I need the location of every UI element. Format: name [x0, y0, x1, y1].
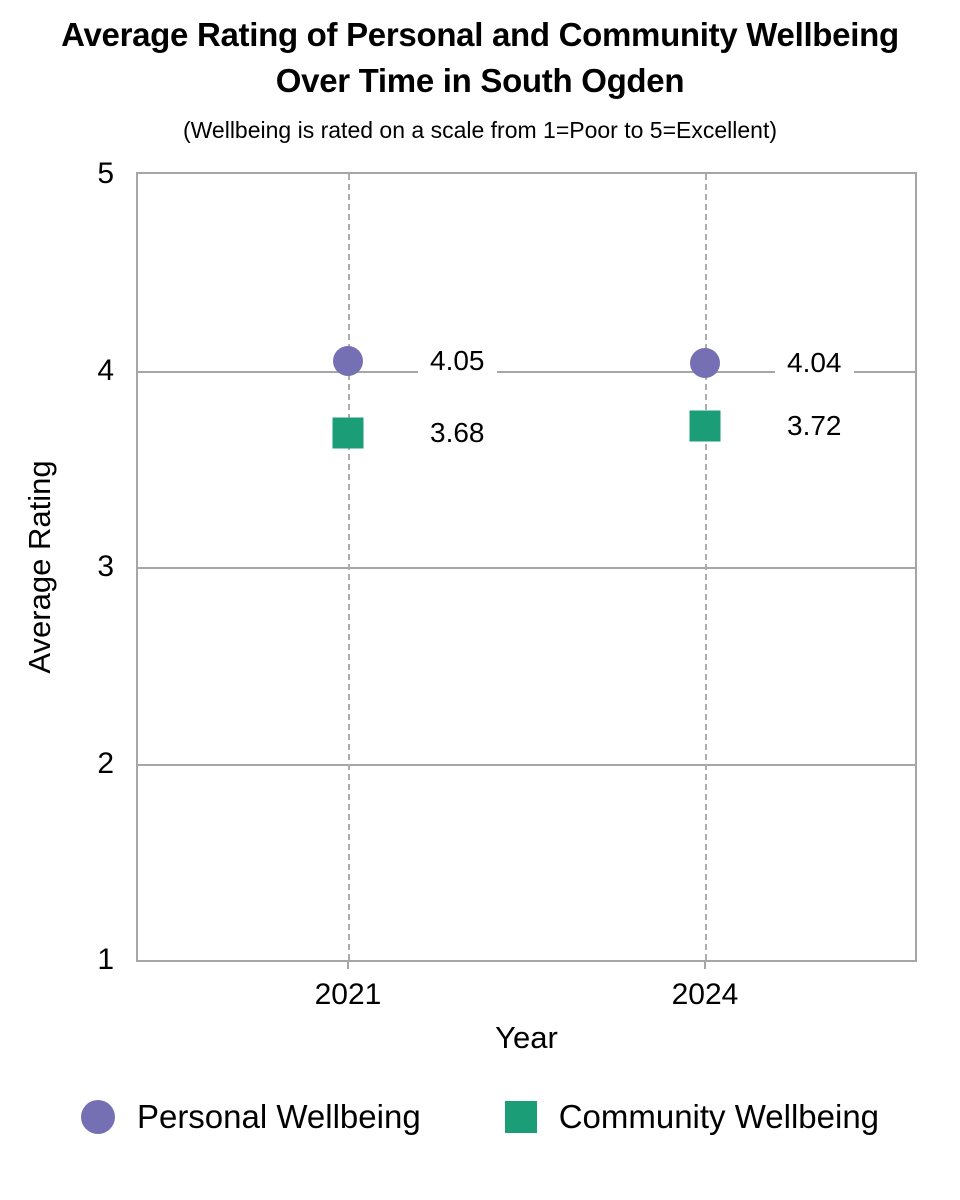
chart-subtitle: (Wellbeing is rated on a scale from 1=Po… [182, 117, 778, 143]
gridline-vertical-2024 [705, 174, 707, 960]
legend-label-personal-wellbeing: Personal Wellbeing [136, 1098, 421, 1135]
legend-circle-icon [80, 1100, 115, 1134]
legend-label-community-wellbeing: Community Wellbeing [558, 1098, 880, 1135]
marker-community-wellbeing-2024 [689, 410, 721, 442]
gridline-horizontal-2 [138, 763, 915, 766]
gridline-horizontal-4 [138, 370, 915, 373]
y-tick-2: 2 [97, 746, 114, 780]
x-tickmark-2021 [347, 960, 349, 969]
y-tick-3: 3 [97, 550, 114, 583]
y-tick-4: 4 [97, 353, 114, 387]
legend-square-icon [504, 1101, 537, 1133]
plot-area: 4.05 4.04 3.68 3.72 [136, 172, 917, 962]
x-tick-2021: 2021 [314, 978, 382, 1011]
x-axis-title: Year [495, 1020, 558, 1055]
legend-item-community-wellbeing: Community Wellbeing [504, 1098, 880, 1136]
marker-community-wellbeing-2021 [332, 417, 364, 449]
x-tickmark-2024 [704, 960, 706, 969]
legend: Personal Wellbeing Community Wellbeing [0, 1098, 960, 1136]
marker-personal-wellbeing-2024 [690, 347, 720, 378]
y-tick-5: 5 [97, 157, 114, 190]
point-label-community-wellbeing-2024: 3.72 [775, 404, 854, 447]
point-label-personal-wellbeing-2021: 4.05 [418, 339, 497, 382]
y-tick-1: 1 [97, 943, 114, 976]
chart-title: Average Rating of Personal and Community… [61, 16, 899, 99]
gridline-horizontal-3 [138, 567, 915, 569]
y-axis-title: Average Rating [22, 460, 57, 674]
marker-personal-wellbeing-2021 [333, 345, 363, 376]
point-label-community-wellbeing-2021: 3.68 [418, 412, 497, 455]
legend-item-personal-wellbeing: Personal Wellbeing [80, 1098, 421, 1136]
gridline-vertical-2021 [348, 174, 350, 960]
x-tick-2024: 2024 [671, 978, 739, 1011]
point-label-personal-wellbeing-2024: 4.04 [775, 341, 854, 384]
